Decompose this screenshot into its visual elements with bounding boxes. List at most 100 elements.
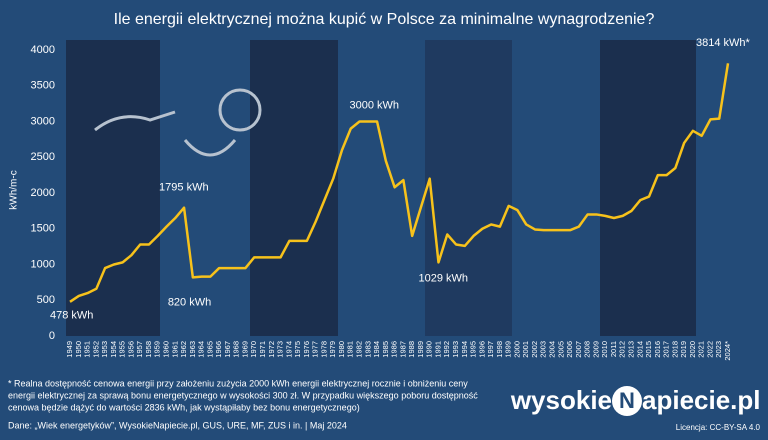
x-tick-label: 2020 — [688, 341, 697, 358]
footnote: cenowa będzie dążyć do wartości 2836 kWh… — [8, 402, 360, 412]
x-tick-label: 2007 — [574, 341, 583, 358]
y-tick-label: 1000 — [31, 258, 55, 270]
x-tick-label: 2001 — [521, 341, 530, 358]
x-tick-label: 1987 — [398, 341, 407, 358]
annotation: 820 kWh — [168, 296, 211, 308]
x-tick-label: 1980 — [337, 341, 346, 358]
icon — [94, 88, 262, 157]
x-tick-label: 2004 — [548, 341, 557, 358]
x-tick-label: 1992 — [442, 341, 451, 358]
x-tick-label: 2008 — [583, 341, 592, 358]
period-bands — [66, 40, 696, 336]
x-tick-label: 1971 — [258, 341, 267, 358]
x-tick-label: 1988 — [407, 341, 416, 358]
logo-mark: N — [619, 388, 635, 413]
x-tick-label: 2024* — [723, 341, 732, 361]
x-tick-label: 2003 — [539, 341, 548, 358]
x-tick-label: 1966 — [214, 341, 223, 358]
x-tick-label: 1978 — [319, 341, 328, 358]
x-tick-label: 2023 — [714, 341, 723, 358]
x-tick-label: 1975 — [293, 341, 302, 358]
annotation: 1029 kWh — [418, 272, 468, 284]
x-tick-label: 1961 — [170, 341, 179, 358]
x-tick-label: 1998 — [495, 341, 504, 358]
x-tick-label: 1956 — [126, 341, 135, 358]
band — [66, 40, 160, 336]
x-tick-label: 1990 — [425, 341, 434, 358]
x-tick-label: 1984 — [372, 341, 381, 358]
y-tick-label: 2500 — [31, 151, 55, 163]
x-tick-label: 2014 — [635, 341, 644, 358]
x-tick-label: 2022 — [705, 341, 714, 358]
x-tick-label: 2021 — [697, 341, 706, 358]
x-tick-label: 1962 — [179, 341, 188, 358]
y-tick-label: 500 — [37, 294, 55, 306]
x-tick-label: 1982 — [355, 341, 364, 358]
x-tick-label: 2019 — [679, 341, 688, 358]
x-tick-label: 1951 — [83, 341, 92, 358]
x-tick-label: 1955 — [118, 341, 127, 358]
logo-circle — [612, 386, 642, 416]
license: Licencja: CC-BY-SA 4.0 — [676, 423, 761, 432]
x-tick-label: 2011 — [609, 341, 618, 357]
y-tick-label: 3000 — [31, 115, 55, 127]
x-tick-label: 1967 — [223, 341, 232, 358]
x-tick-label: 1977 — [311, 341, 320, 358]
x-tick-label: 1993 — [451, 341, 460, 358]
y-tick-label: 3500 — [31, 80, 55, 92]
cable — [183, 139, 237, 157]
y-tick-label: 2000 — [31, 187, 55, 199]
logo-right: apiecie.pl — [642, 385, 761, 415]
y-tick-label: 0 — [49, 330, 55, 342]
x-tick-label: 1964 — [197, 341, 206, 358]
x-tick-label: 1949 — [65, 341, 74, 358]
x-tick-label: 1969 — [240, 341, 249, 358]
footnote: energii elektrycznej za sprawą bonu ener… — [8, 390, 478, 400]
band — [425, 40, 512, 336]
y-axis-label: kWh/m-c — [9, 170, 20, 209]
annotation: 478 kWh — [50, 310, 93, 322]
x-tick-label: 2016 — [653, 341, 662, 358]
x-tick-label: 1972 — [267, 341, 276, 358]
x-tick-label: 1994 — [460, 341, 469, 358]
x-tick-label: 1952 — [91, 341, 100, 358]
x-tick-label: 1976 — [302, 341, 311, 358]
x-tick-label: 1983 — [363, 341, 372, 358]
x-tick-label: 1963 — [188, 341, 197, 358]
x-tick-label: 1991 — [433, 341, 442, 358]
x-tick-label: 1995 — [469, 341, 478, 358]
x-tick-label: 2002 — [530, 341, 539, 358]
x-tick-label: 1989 — [416, 341, 425, 358]
x-tick-label: 2017 — [662, 341, 671, 358]
chart-title: Ile energii elektrycznej można kupić w P… — [114, 11, 655, 28]
y-tick-label: 4000 — [31, 44, 55, 56]
x-tick-label: 2005 — [556, 341, 565, 358]
source: Dane: „Wiek energetyków”, WysokieNapieci… — [8, 420, 347, 430]
x-tick-label: 1973 — [276, 341, 285, 358]
x-tick-label: 1953 — [100, 341, 109, 358]
x-tick-label: 1958 — [144, 341, 153, 358]
x-tick-label: 2015 — [644, 341, 653, 358]
footnote: * Realna dostępność cenowa energii przy … — [8, 378, 468, 388]
x-tick-label: 1959 — [153, 341, 162, 358]
y-tick-label: 1500 — [31, 223, 55, 235]
x-tick-label: 1997 — [486, 341, 495, 358]
annotation: 1795 kWh — [159, 182, 209, 194]
x-tick-label: 2000 — [512, 341, 521, 358]
x-tick-label: 2018 — [670, 341, 679, 358]
x-tick-label: 1970 — [249, 341, 258, 358]
x-tick-label: 1986 — [390, 341, 399, 358]
x-tick-label: 2006 — [565, 341, 574, 358]
x-tick-label: 2012 — [618, 341, 627, 358]
logo-left: wysokie — [510, 385, 612, 415]
x-tick-label: 2013 — [626, 341, 635, 358]
annotation: 3000 kWh — [350, 99, 400, 111]
x-tick-label: 1999 — [504, 341, 513, 358]
x-tick-label: 1954 — [109, 341, 118, 358]
annotation: 3814 kWh* — [696, 37, 751, 49]
bulb — [218, 88, 262, 132]
x-tick-label: 1979 — [328, 341, 337, 358]
band — [250, 40, 338, 336]
x-tick-label: 2009 — [591, 341, 600, 358]
